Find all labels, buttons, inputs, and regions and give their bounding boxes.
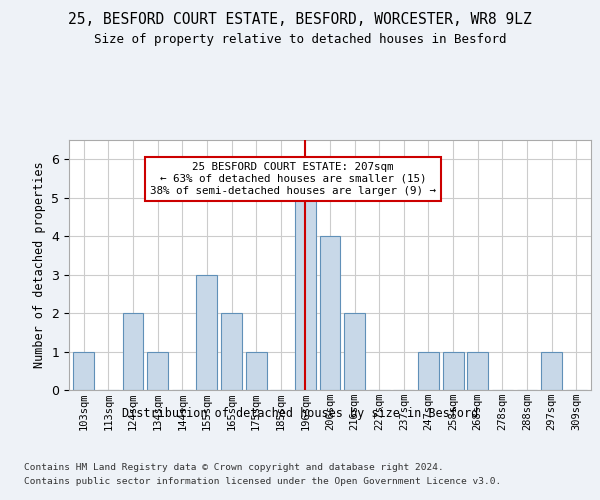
Text: Contains HM Land Registry data © Crown copyright and database right 2024.: Contains HM Land Registry data © Crown c… — [24, 462, 444, 471]
Bar — [344, 313, 365, 390]
Bar — [245, 352, 266, 390]
Text: 25 BESFORD COURT ESTATE: 207sqm
← 63% of detached houses are smaller (15)
38% of: 25 BESFORD COURT ESTATE: 207sqm ← 63% of… — [150, 162, 436, 196]
Bar — [443, 352, 464, 390]
Y-axis label: Number of detached properties: Number of detached properties — [33, 162, 46, 368]
Bar — [541, 352, 562, 390]
Bar — [196, 274, 217, 390]
Bar — [221, 313, 242, 390]
Bar — [467, 352, 488, 390]
Text: Contains public sector information licensed under the Open Government Licence v3: Contains public sector information licen… — [24, 478, 501, 486]
Bar — [320, 236, 340, 390]
Bar — [147, 352, 168, 390]
Text: Distribution of detached houses by size in Besford: Distribution of detached houses by size … — [122, 408, 478, 420]
Bar — [295, 198, 316, 390]
Bar — [73, 352, 94, 390]
Bar — [122, 313, 143, 390]
Bar — [418, 352, 439, 390]
Text: Size of property relative to detached houses in Besford: Size of property relative to detached ho… — [94, 32, 506, 46]
Text: 25, BESFORD COURT ESTATE, BESFORD, WORCESTER, WR8 9LZ: 25, BESFORD COURT ESTATE, BESFORD, WORCE… — [68, 12, 532, 28]
